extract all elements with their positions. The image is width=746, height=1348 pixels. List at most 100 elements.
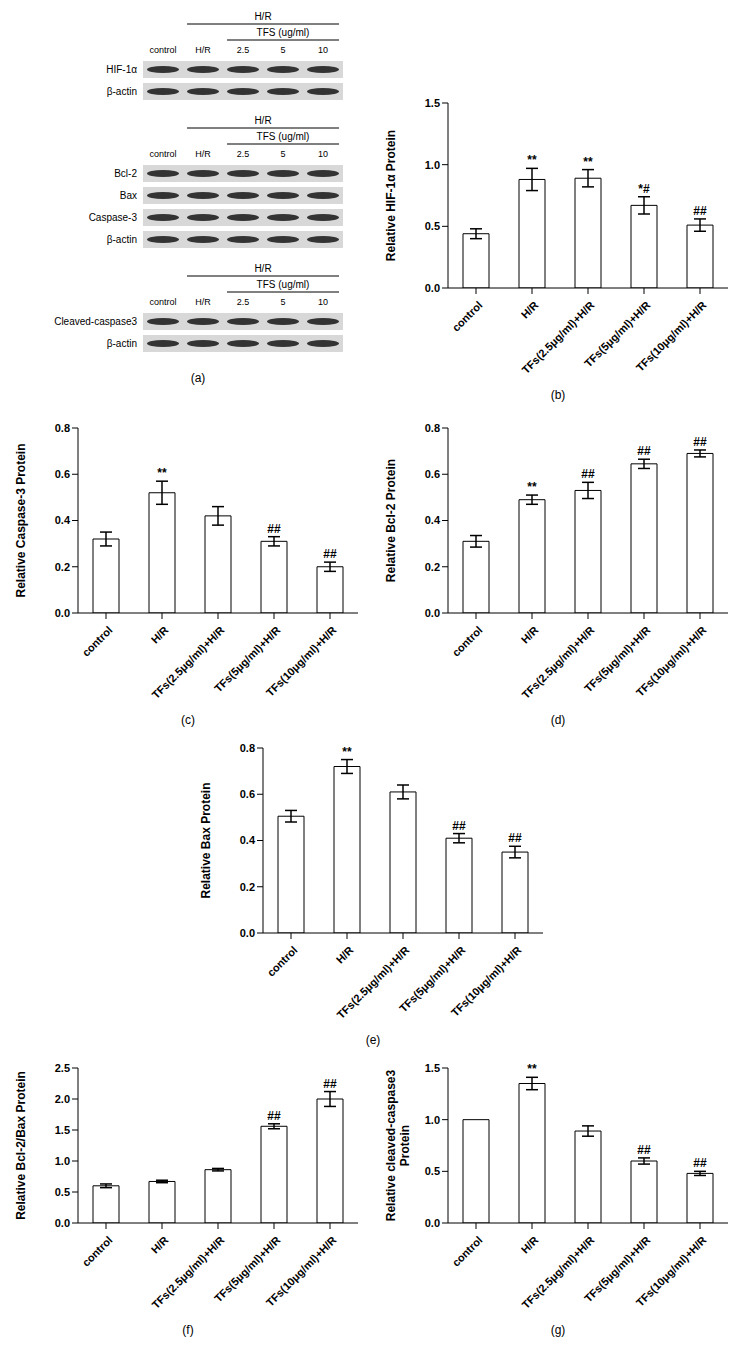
svg-text:β-actin: β-actin xyxy=(107,234,137,245)
svg-text:**: ** xyxy=(527,480,537,494)
svg-text:2.5: 2.5 xyxy=(237,149,250,159)
svg-text:Bax: Bax xyxy=(120,190,137,201)
svg-text:Relative Caspase-3 Protein: Relative Caspase-3 Protein xyxy=(14,443,28,597)
svg-text:H/R: H/R xyxy=(334,944,356,966)
svg-text:0.2: 0.2 xyxy=(240,881,255,893)
svg-text:0.6: 0.6 xyxy=(425,468,440,480)
svg-text:**: ** xyxy=(342,745,352,759)
svg-text:H/R: H/R xyxy=(149,624,171,646)
svg-text:H/R: H/R xyxy=(149,1234,171,1256)
svg-text:0.5: 0.5 xyxy=(425,220,440,232)
svg-text:0.4: 0.4 xyxy=(55,514,71,526)
svg-text:1.0: 1.0 xyxy=(425,159,440,171)
svg-text:##: ## xyxy=(693,204,707,218)
svg-text:H/R: H/R xyxy=(254,263,271,274)
svg-text:Cleaved-caspase3: Cleaved-caspase3 xyxy=(54,316,137,327)
svg-text:##: ## xyxy=(581,467,595,481)
svg-text:(a): (a) xyxy=(191,371,206,385)
svg-text:TFs(10μg/ml)+H/R: TFs(10μg/ml)+H/R xyxy=(449,944,524,1019)
svg-text:Relative Bcl-2 Protein: Relative Bcl-2 Protein xyxy=(384,459,398,582)
svg-text:2.5: 2.5 xyxy=(237,45,250,55)
svg-text:Bcl-2: Bcl-2 xyxy=(114,168,137,179)
svg-text:##: ## xyxy=(267,1109,281,1123)
svg-text:Relative cleaved-caspase3Prote: Relative cleaved-caspase3Protein xyxy=(384,1069,412,1221)
svg-text:5: 5 xyxy=(280,297,285,307)
svg-text:##: ## xyxy=(637,444,651,458)
svg-text:10: 10 xyxy=(318,149,328,159)
svg-text:##: ## xyxy=(508,831,522,845)
svg-text:2.5: 2.5 xyxy=(237,297,250,307)
svg-text:0.0: 0.0 xyxy=(425,607,440,619)
svg-text:control: control xyxy=(149,149,176,159)
svg-text:##: ## xyxy=(693,435,707,449)
svg-text:control: control xyxy=(80,624,115,659)
svg-text:β-actin: β-actin xyxy=(107,338,137,349)
svg-text:**: ** xyxy=(527,153,537,167)
svg-text:0.5: 0.5 xyxy=(425,1165,440,1177)
svg-text:10: 10 xyxy=(318,297,328,307)
svg-text:0.6: 0.6 xyxy=(240,788,255,800)
svg-text:TFs(10μg/ml)+H/R: TFs(10μg/ml)+H/R xyxy=(264,1234,339,1309)
svg-text:TFs(10μg/ml)+H/R: TFs(10μg/ml)+H/R xyxy=(634,299,709,374)
svg-text:10: 10 xyxy=(318,45,328,55)
svg-text:Caspase-3: Caspase-3 xyxy=(89,212,138,223)
svg-text:Relative HIF-1α Protein: Relative HIF-1α Protein xyxy=(384,130,398,261)
svg-text:1.0: 1.0 xyxy=(55,1155,70,1167)
svg-text:0.5: 0.5 xyxy=(55,1186,70,1198)
svg-text:control: control xyxy=(149,45,176,55)
svg-text:control: control xyxy=(149,297,176,307)
svg-text:0.6: 0.6 xyxy=(55,468,70,480)
svg-text:**: ** xyxy=(583,155,593,169)
svg-text:H/R: H/R xyxy=(254,115,271,126)
svg-text:0.2: 0.2 xyxy=(55,561,70,573)
svg-text:H/R: H/R xyxy=(195,149,211,159)
svg-text:##: ## xyxy=(637,1143,651,1157)
svg-text:H/R: H/R xyxy=(254,11,271,22)
svg-text:H/R: H/R xyxy=(519,1234,541,1256)
svg-text:H/R: H/R xyxy=(519,299,541,321)
svg-text:**: ** xyxy=(157,466,167,480)
svg-text:0.0: 0.0 xyxy=(425,282,440,294)
svg-text:2.0: 2.0 xyxy=(55,1093,70,1105)
svg-text:0.0: 0.0 xyxy=(425,1217,440,1229)
svg-text:0.8: 0.8 xyxy=(425,422,440,434)
svg-text:H/R: H/R xyxy=(519,624,541,646)
svg-text:##: ## xyxy=(323,547,337,561)
svg-text:0.4: 0.4 xyxy=(240,834,256,846)
svg-text:TFS (ug/ml): TFS (ug/ml) xyxy=(257,131,310,142)
svg-text:0.8: 0.8 xyxy=(55,422,70,434)
svg-text:##: ## xyxy=(452,819,466,833)
svg-text:β-actin: β-actin xyxy=(107,86,137,97)
svg-text:H/R: H/R xyxy=(195,297,211,307)
svg-text:H/R: H/R xyxy=(195,45,211,55)
svg-text:**: ** xyxy=(527,1062,537,1076)
svg-text:0.0: 0.0 xyxy=(240,927,255,939)
svg-text:##: ## xyxy=(267,522,281,536)
svg-text:TFS (ug/ml): TFS (ug/ml) xyxy=(257,279,310,290)
svg-text:0.4: 0.4 xyxy=(425,514,441,526)
svg-text:TFS (ug/ml): TFS (ug/ml) xyxy=(257,27,310,38)
svg-text:0.2: 0.2 xyxy=(425,561,440,573)
svg-text:0.0: 0.0 xyxy=(55,607,70,619)
svg-text:TFs(10μg/ml)+H/R: TFs(10μg/ml)+H/R xyxy=(634,1234,709,1309)
svg-text:control: control xyxy=(450,624,485,659)
svg-text:1.5: 1.5 xyxy=(425,97,440,109)
svg-text:0.8: 0.8 xyxy=(240,742,255,754)
svg-text:Relative Bax Protein: Relative Bax Protein xyxy=(199,782,213,898)
svg-text:##: ## xyxy=(693,1156,707,1170)
svg-text:control: control xyxy=(450,1234,485,1269)
svg-text:0.0: 0.0 xyxy=(55,1217,70,1229)
svg-text:HIF-1α: HIF-1α xyxy=(106,64,137,75)
svg-text:5: 5 xyxy=(280,45,285,55)
svg-text:Relative Bcl-2/Bax Protein: Relative Bcl-2/Bax Protein xyxy=(14,1071,28,1220)
svg-text:1.5: 1.5 xyxy=(55,1124,70,1136)
svg-text:##: ## xyxy=(323,1077,337,1091)
svg-text:1.0: 1.0 xyxy=(425,1114,440,1126)
svg-text:control: control xyxy=(80,1234,115,1269)
svg-text:TFs(10μg/ml)+H/R: TFs(10μg/ml)+H/R xyxy=(634,624,709,699)
svg-text:control: control xyxy=(265,944,300,979)
svg-text:TFs(10μg/ml)+H/R: TFs(10μg/ml)+H/R xyxy=(264,624,339,699)
svg-text:*#: *# xyxy=(638,182,650,196)
svg-text:5: 5 xyxy=(280,149,285,159)
svg-text:control: control xyxy=(450,299,485,334)
